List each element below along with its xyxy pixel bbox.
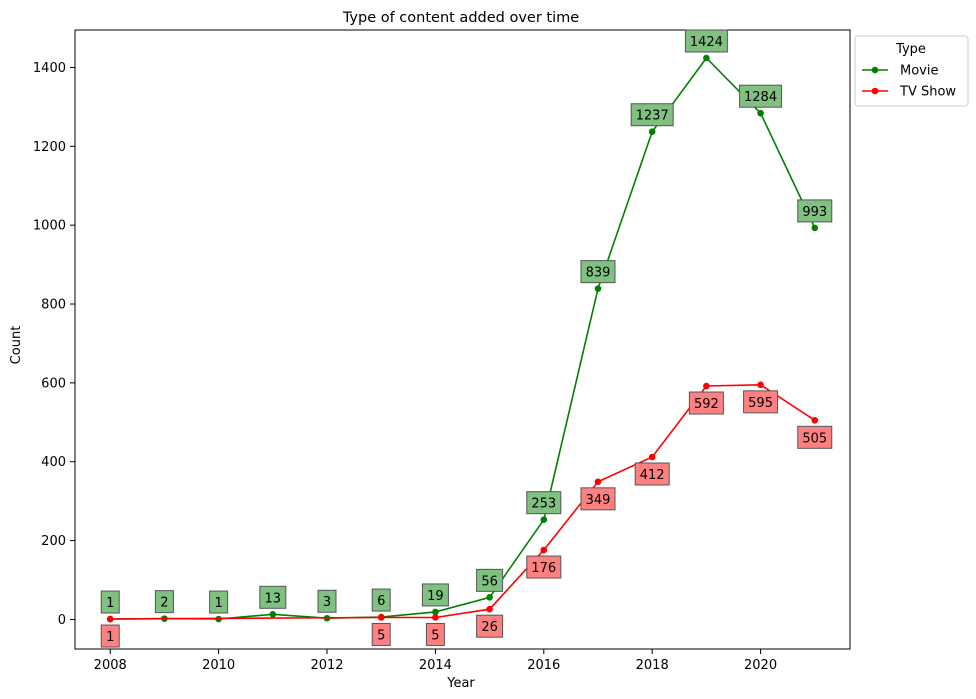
- legend-movie-marker: [871, 66, 879, 74]
- movie-data-label-box: [476, 568, 504, 592]
- tv-show-data-label: 26: [481, 620, 498, 635]
- movie-point: [432, 608, 439, 616]
- movie-data-label: 6: [377, 594, 385, 609]
- tv-show-point: [757, 381, 764, 389]
- movie-data-label-box: [154, 590, 174, 614]
- tv-show-data-label-box: [100, 624, 120, 648]
- movie-data-label: 2: [160, 596, 168, 611]
- tv-show-point: [377, 614, 385, 621]
- y-tick-label: 200: [41, 534, 66, 549]
- tv-show-data-label: 1: [106, 630, 114, 645]
- movie-data-label-box: [100, 590, 120, 614]
- y-tick-label: 1000: [33, 219, 66, 234]
- movie-point: [269, 611, 277, 618]
- x-tick-label: 2012: [310, 658, 343, 673]
- tv-show-point: [811, 417, 819, 424]
- movie-data-label-box: [684, 29, 728, 53]
- y-tick-label: 600: [41, 376, 66, 391]
- legend-movie-label: Movie: [900, 64, 938, 79]
- x-tick-label: 2008: [94, 658, 127, 673]
- legend-title: Type: [895, 42, 926, 57]
- movie-data-label-box: [630, 103, 674, 127]
- tv-show-data-label-box: [526, 555, 562, 579]
- movie-data-label: 253: [531, 497, 556, 512]
- x-tick-label: 2020: [744, 658, 777, 673]
- x-tick-label: 2014: [419, 658, 452, 673]
- tv-show-data-label: 176: [531, 561, 556, 576]
- tv-show-point: [432, 614, 439, 621]
- x-tick-label: 2018: [636, 658, 669, 673]
- movie-point: [540, 516, 548, 523]
- movie-point: [757, 109, 764, 117]
- movie-point: [594, 285, 602, 292]
- movie-data-label-box: [739, 84, 783, 108]
- tv-show-data-label: 349: [586, 493, 611, 508]
- movie-data-label: 56: [481, 574, 498, 589]
- y-tick-label: 1200: [33, 140, 66, 155]
- y-tick-label: 800: [41, 298, 66, 313]
- tv-show-point: [703, 382, 710, 390]
- movie-data-label-box: [317, 589, 337, 613]
- movie-line: [110, 56, 816, 620]
- tv-show-point: [594, 478, 602, 486]
- movie-data-label: 19: [427, 589, 444, 604]
- movie-point: [486, 594, 493, 601]
- tv-show-data-label: 412: [640, 468, 665, 483]
- y-tick-label: 1400: [33, 61, 66, 76]
- legend-tv-show-marker: [871, 87, 879, 95]
- movie-point: [648, 128, 656, 136]
- tv-show-point: [648, 453, 656, 461]
- movie-data-label: 3: [323, 595, 331, 610]
- movie-data-label-box: [797, 199, 833, 223]
- tv-show-data-label: 5: [431, 628, 439, 643]
- tv-show-data-label-box: [476, 614, 504, 638]
- tv-show-point: [106, 615, 114, 623]
- movie-data-label: 1: [106, 596, 114, 611]
- legend-tv-show-label: TV Show: [899, 85, 956, 100]
- y-tick-label: 400: [41, 455, 66, 470]
- tv-show-point: [540, 546, 548, 554]
- tv-show-data-label: 592: [694, 397, 719, 412]
- movie-data-label: 1284: [744, 90, 777, 105]
- tv-show-data-label-box: [425, 622, 445, 646]
- plot-frame: [74, 29, 851, 650]
- movie-data-label-box: [421, 583, 449, 607]
- chart-title: Type of content added over time: [342, 10, 579, 26]
- tv-show-data-label-box: [743, 390, 779, 414]
- movie-data-label: 1: [214, 596, 222, 611]
- tv-show-line: [110, 383, 816, 620]
- movie-data-label: 13: [265, 591, 282, 606]
- x-tick-label: 2016: [527, 658, 560, 673]
- movie-data-label-box: [259, 585, 287, 609]
- movie-data-label: 1424: [690, 35, 723, 50]
- movie-data-label-box: [209, 590, 229, 614]
- y-tick-label: 0: [58, 613, 66, 628]
- movie-data-label-box: [371, 588, 391, 612]
- tv-show-data-label-box: [371, 622, 391, 646]
- tv-show-data-label-box: [580, 487, 616, 511]
- movie-data-label: 1237: [636, 109, 669, 124]
- tv-show-data-label: 5: [377, 628, 385, 643]
- movie-data-label-box: [580, 260, 616, 284]
- x-axis-label: Year: [446, 676, 475, 691]
- x-tick-label: 2010: [202, 658, 235, 673]
- tv-show-point: [486, 605, 493, 613]
- movie-point: [811, 224, 819, 232]
- tv-show-data-label-box: [797, 425, 833, 449]
- movie-point: [703, 54, 710, 62]
- legend: Type Movie TV Show: [854, 35, 969, 107]
- movie-data-label: 839: [586, 266, 611, 281]
- plot-area: 2008 2010 2012 2014 2016 2018 2020 0 200 400 600 80…: [33, 29, 851, 673]
- tv-show-data-label: 505: [802, 431, 827, 446]
- tv-show-data-label-box: [688, 391, 724, 415]
- movie-data-label-box: [526, 491, 562, 515]
- y-axis-label: Count: [9, 326, 24, 365]
- tv-show-data-label-box: [634, 462, 670, 486]
- legend-box: [854, 35, 969, 107]
- movie-data-label: 993: [802, 205, 827, 220]
- tv-show-data-label: 595: [748, 396, 773, 411]
